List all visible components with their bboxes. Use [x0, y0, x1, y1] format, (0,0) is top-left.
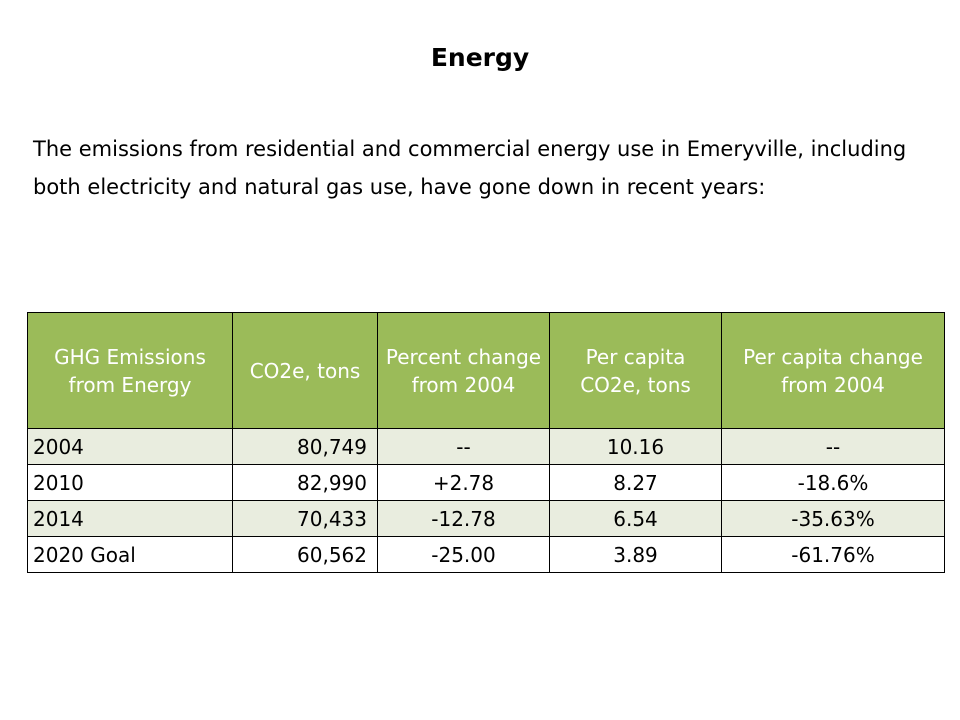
cell-percent-change: -12.78 [377, 500, 550, 537]
table-row: 2010 82,990 +2.78 8.27 -18.6% [27, 464, 945, 501]
cell-per-capita: 3.89 [549, 536, 722, 573]
header-per-capita-change: Per capita change from 2004 [721, 312, 945, 429]
cell-co2e: 82,990 [232, 464, 378, 501]
cell-per-capita: 10.16 [549, 428, 722, 465]
cell-co2e: 70,433 [232, 500, 378, 537]
header-co2e-tons: CO2e, tons [232, 312, 378, 429]
header-per-capita-co2e: Per capita CO2e, tons [549, 312, 722, 429]
cell-year: 2004 [27, 428, 233, 465]
cell-per-capita-change: -- [721, 428, 945, 465]
cell-year: 2020 Goal [27, 536, 233, 573]
table-row: 2014 70,433 -12.78 6.54 -35.63% [27, 500, 945, 537]
cell-per-capita-change: -35.63% [721, 500, 945, 537]
emissions-table: GHG Emissions from Energy CO2e, tons Per… [27, 312, 945, 573]
cell-per-capita-change: -61.76% [721, 536, 945, 573]
cell-percent-change: -- [377, 428, 550, 465]
cell-percent-change: -25.00 [377, 536, 550, 573]
table-row: 2004 80,749 -- 10.16 -- [27, 428, 945, 465]
intro-text: The emissions from residential and comme… [33, 137, 907, 199]
header-ghg-emissions: GHG Emissions from Energy [27, 312, 233, 429]
cell-per-capita-change: -18.6% [721, 464, 945, 501]
table-row: 2020 Goal 60,562 -25.00 3.89 -61.76% [27, 536, 945, 573]
intro-paragraph: The emissions from residential and comme… [33, 130, 928, 206]
cell-co2e: 80,749 [232, 428, 378, 465]
cell-co2e: 60,562 [232, 536, 378, 573]
header-percent-change: Percent change from 2004 [377, 312, 550, 429]
cell-year: 2014 [27, 500, 233, 537]
slide-title: Energy [430, 43, 530, 72]
cell-per-capita: 8.27 [549, 464, 722, 501]
cell-percent-change: +2.78 [377, 464, 550, 501]
table-header-row: GHG Emissions from Energy CO2e, tons Per… [27, 312, 945, 429]
cell-per-capita: 6.54 [549, 500, 722, 537]
cell-year: 2010 [27, 464, 233, 501]
